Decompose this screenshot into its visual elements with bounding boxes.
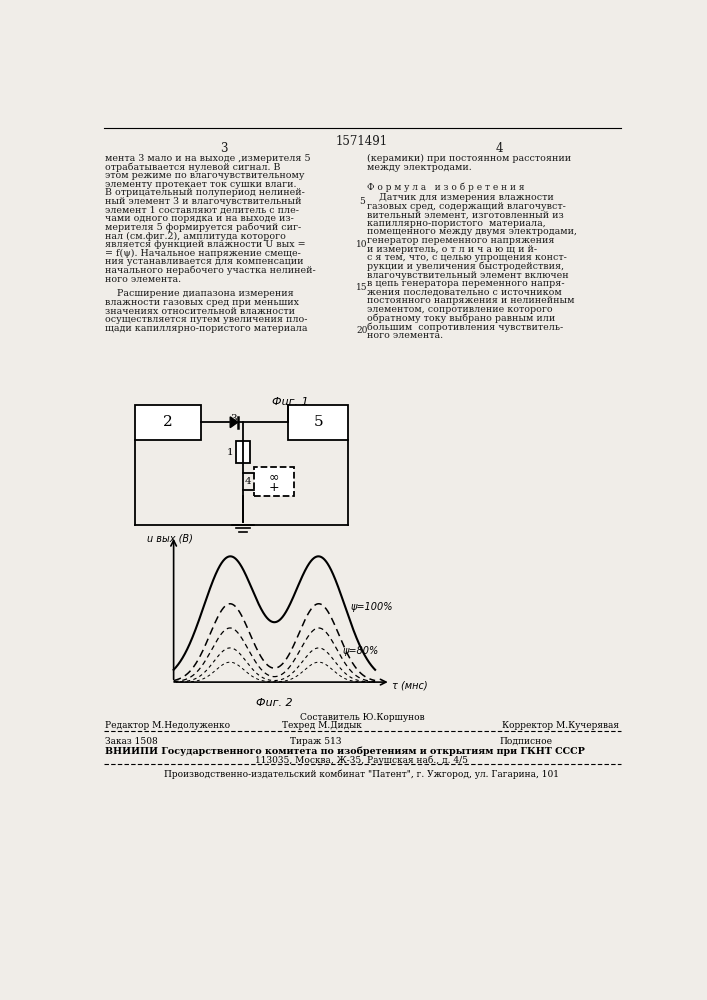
Text: в цепь генератора переменного напря-: в цепь генератора переменного напря- (368, 279, 565, 288)
Text: обратному току выбрано равным или: обратному току выбрано равным или (368, 314, 556, 323)
Text: 5: 5 (359, 197, 365, 206)
Text: элемент 1 составляют делитель с пле-: элемент 1 составляют делитель с пле- (105, 206, 300, 215)
Text: Составитель Ю.Коршунов: Составитель Ю.Коршунов (300, 713, 424, 722)
Text: Редактор М.Недолуженко: Редактор М.Недолуженко (105, 721, 230, 730)
Text: между электродами.: между электродами. (368, 163, 472, 172)
Text: Корректор М.Кучерявая: Корректор М.Кучерявая (502, 721, 619, 730)
Text: 3: 3 (230, 414, 238, 423)
Text: чами одного порядка и на выходе из-: чами одного порядка и на выходе из- (105, 214, 294, 223)
Text: 2: 2 (163, 415, 173, 429)
Text: 3: 3 (221, 142, 228, 155)
Text: u вых (В): u вых (В) (147, 533, 193, 543)
Text: 5: 5 (313, 415, 323, 429)
Text: влажности газовых сред при меньших: влажности газовых сред при меньших (105, 298, 300, 307)
Text: с я тем, что, с целью упрощения конст-: с я тем, что, с целью упрощения конст- (368, 253, 567, 262)
Text: большим  сопротивления чувствитель-: большим сопротивления чувствитель- (368, 322, 563, 332)
Text: капиллярно-пористого  материала,: капиллярно-пористого материала, (368, 219, 546, 228)
Text: 4: 4 (245, 477, 251, 486)
Text: ВНИИПИ Государственного комитета по изобретениям и открытиям при ГКНТ СССР: ВНИИПИ Государственного комитета по изоб… (105, 746, 585, 756)
Text: ного элемента.: ного элемента. (105, 275, 182, 284)
Text: ный элемент 3 и влагочувствительный: ный элемент 3 и влагочувствительный (105, 197, 302, 206)
Text: осуществляется путем увеличения пло-: осуществляется путем увеличения пло- (105, 315, 308, 324)
Text: ψ=80%: ψ=80% (343, 646, 379, 656)
Text: 1: 1 (226, 448, 233, 457)
Text: Ф о р м у л а   и з о б р е т е н и я: Ф о р м у л а и з о б р е т е н и я (368, 183, 525, 192)
Text: генератор переменного напряжения: генератор переменного напряжения (368, 236, 555, 245)
Text: 20: 20 (356, 326, 368, 335)
Polygon shape (230, 417, 238, 428)
Text: Расширение диапазона измерения: Расширение диапазона измерения (105, 289, 294, 298)
Text: 15: 15 (356, 283, 368, 292)
Text: газовых сред, содержащий влагочувст-: газовых сред, содержащий влагочувст- (368, 202, 566, 211)
Text: Заказ 1508: Заказ 1508 (105, 737, 158, 746)
Text: щади капиллярно-пористого материала: щади капиллярно-пористого материала (105, 324, 308, 333)
Text: Техред М.Дидык: Техред М.Дидык (282, 721, 362, 730)
Text: = f(ψ). Начальное напряжение смеще-: = f(ψ). Начальное напряжение смеще- (105, 249, 301, 258)
Text: элементом, сопротивление которого: элементом, сопротивление которого (368, 305, 553, 314)
Text: Подписное: Подписное (499, 737, 552, 746)
Text: Тираж 513: Тираж 513 (290, 737, 341, 746)
Bar (236, 441, 250, 463)
Text: 1571491: 1571491 (336, 135, 388, 148)
Text: Производственно-издательский комбинат "Патент", г. Ужгород, ул. Гагарина, 101: Производственно-издательский комбинат "П… (165, 769, 559, 779)
Text: мерителя 5 формируется рабочий сиг-: мерителя 5 формируется рабочий сиг- (105, 223, 302, 232)
Text: τ (мнс): τ (мнс) (392, 680, 428, 690)
Text: ного элемента.: ного элемента. (368, 331, 443, 340)
Text: Фuг. 2: Фuг. 2 (256, 698, 293, 708)
Text: 10: 10 (356, 240, 368, 249)
Bar (254, 467, 294, 496)
Text: 4: 4 (496, 142, 503, 155)
Text: 113035, Москва, Ж-35, Раушская наб., д. 4/5: 113035, Москва, Ж-35, Раушская наб., д. … (255, 755, 469, 765)
Text: рукции и увеличения быстродействия,: рукции и увеличения быстродействия, (368, 262, 564, 271)
Text: нал (см.фиг.2), амплитуда которого: нал (см.фиг.2), амплитуда которого (105, 231, 286, 241)
Text: ψ=100%: ψ=100% (350, 602, 392, 612)
Text: отрабатывается нулевой сигнал. В: отрабатывается нулевой сигнал. В (105, 163, 281, 172)
Text: постоянного напряжения и нелинейным: постоянного напряжения и нелинейным (368, 296, 575, 305)
Text: В отрицательный полупериод нелиней-: В отрицательный полупериод нелиней- (105, 188, 305, 197)
Text: +: + (269, 481, 279, 494)
Text: (керамики) при постоянном расстоянии: (керамики) при постоянном расстоянии (368, 154, 571, 163)
Text: является функцией влажности U вых =: является функцией влажности U вых = (105, 240, 306, 249)
Text: значениях относительной влажности: значениях относительной влажности (105, 307, 296, 316)
Text: влагочувствительный элемент включен: влагочувствительный элемент включен (368, 271, 569, 280)
Text: мента 3 мало и на выходе ,измерителя 5: мента 3 мало и на выходе ,измерителя 5 (105, 154, 311, 163)
Bar (135, 405, 201, 440)
Text: Датчик для измерения влажности: Датчик для измерения влажности (368, 193, 554, 202)
Bar (288, 405, 348, 440)
Text: вительный элемент, изготовленный из: вительный элемент, изготовленный из (368, 210, 564, 219)
Text: помещенного между двумя электродами,: помещенного между двумя электродами, (368, 227, 578, 236)
Text: этом режиме по влагочувствительному: этом режиме по влагочувствительному (105, 171, 305, 180)
Text: ∞: ∞ (269, 470, 279, 483)
Text: жения последовательно с источником: жения последовательно с источником (368, 288, 562, 297)
Text: начального нерабочего участка нелиней-: начального нерабочего участка нелиней- (105, 266, 316, 275)
Text: элементу протекает ток сушки влаги.: элементу протекает ток сушки влаги. (105, 180, 297, 189)
Text: ния устанавливается для компенсации: ния устанавливается для компенсации (105, 257, 304, 266)
Text: Фuг. 1: Фuг. 1 (271, 397, 308, 407)
Text: и измеритель, о т л и ч а ю щ и й-: и измеритель, о т л и ч а ю щ и й- (368, 245, 537, 254)
